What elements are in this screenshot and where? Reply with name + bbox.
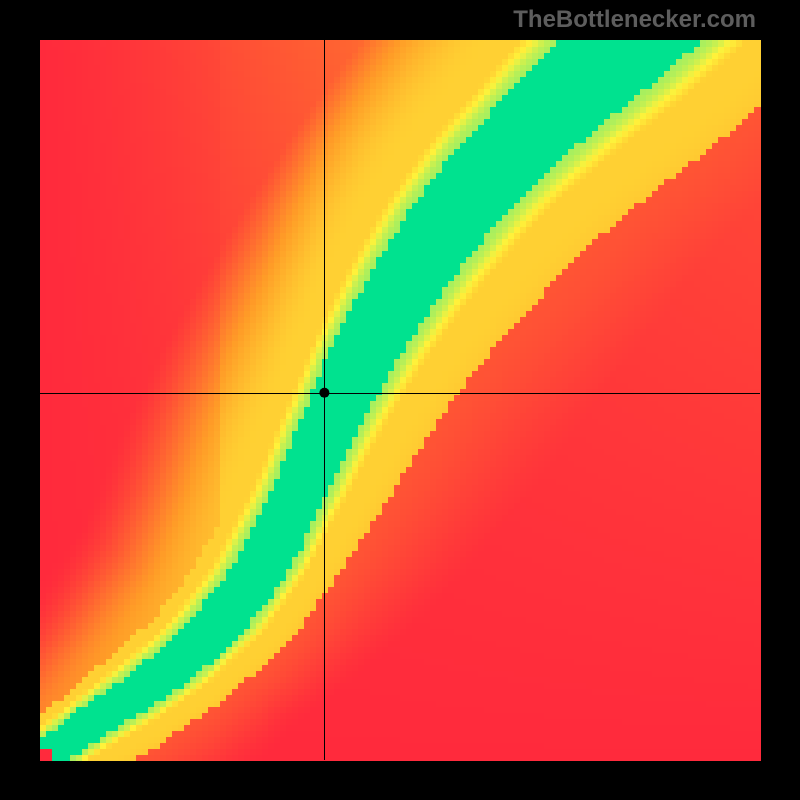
chart-container: TheBottlenecker.com [0,0,800,800]
heatmap-canvas [0,0,800,800]
watermark-text: TheBottlenecker.com [513,6,756,34]
